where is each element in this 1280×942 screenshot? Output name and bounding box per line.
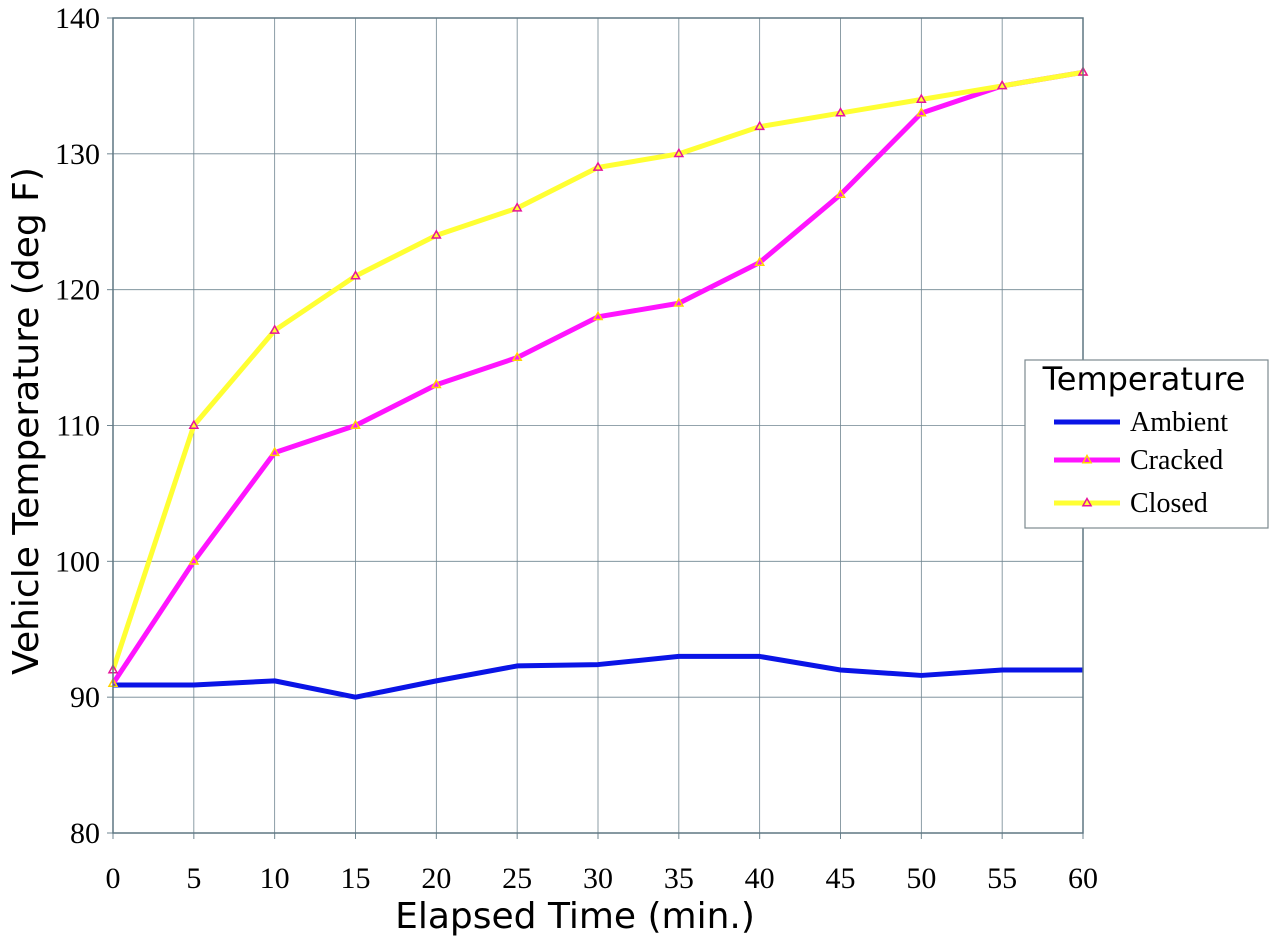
x-axis-title: Elapsed Time (min.) [395, 896, 755, 937]
series-closed-point [431, 229, 442, 239]
series-closed-point [350, 270, 361, 280]
legend-marker-closed [1081, 496, 1093, 507]
series-closed-point [996, 79, 1008, 90]
x-tick-label: 25 [502, 862, 532, 895]
series-group [107, 66, 1089, 700]
series-cracked-point [431, 378, 442, 389]
series-cracked-point [916, 107, 927, 117]
series-closed-point [511, 202, 523, 212]
series-cracked-line [110, 69, 1084, 685]
y-tick-label: 110 [56, 410, 100, 443]
x-tick-labels: 0 5 10 15 20 25 30 35 40 45 50 55 60 [106, 862, 1099, 895]
legend-label-cracked: Cracked [1130, 445, 1223, 476]
x-tick-label: 5 [186, 862, 201, 895]
series-cracked-point [673, 297, 685, 307]
legend-label-closed: Closed [1130, 488, 1208, 519]
y-tick-label: 80 [70, 817, 100, 850]
series-cracked-point [188, 555, 200, 565]
x-tick-label: 10 [260, 862, 290, 895]
x-tick-label: 35 [664, 862, 694, 895]
series-cracked-point [592, 310, 604, 321]
y-tick-label: 120 [55, 274, 100, 307]
series-ambient-line [113, 653, 1083, 700]
x-tick-label: 45 [826, 862, 856, 895]
y-axis-title: Vehicle Temperature (deg F) [6, 167, 47, 675]
legend-label-ambient: Ambient [1130, 407, 1228, 438]
y-tick-label: 100 [55, 545, 100, 578]
x-tick-label: 60 [1068, 862, 1098, 895]
series-cracked-point [350, 419, 361, 429]
series-closed-point [269, 324, 280, 334]
x-tick-label: 30 [583, 862, 613, 895]
legend: Temperature Ambient Cracked Closed [1024, 359, 1269, 529]
series-closed-line [110, 69, 1084, 671]
legend-title: Temperature [1042, 360, 1246, 398]
y-tick-label: 130 [55, 138, 100, 171]
x-tick-label: 55 [987, 862, 1017, 895]
x-tick-label: 50 [906, 862, 936, 895]
x-tick-label: 20 [421, 862, 451, 895]
series-closed-point [916, 93, 927, 103]
legend-box [1024, 359, 1269, 529]
legend-marker-cracked [1081, 453, 1093, 464]
x-tick-label: 15 [341, 862, 371, 895]
series-closed-point [188, 419, 200, 429]
x-tick-label: 40 [745, 862, 775, 895]
y-tick-label: 140 [55, 2, 100, 35]
y-tick-label: 90 [70, 681, 100, 714]
series-cracked-point [511, 351, 523, 362]
series-cracked-point [754, 256, 765, 266]
series-closed-point [835, 107, 846, 117]
y-tick-labels: 80 90 100 110 120 130 140 [55, 2, 100, 850]
x-tick-label: 0 [106, 862, 121, 895]
series-closed-point [673, 147, 685, 158]
series-closed-point [592, 161, 604, 171]
legend-items: Ambient Cracked Closed [1054, 407, 1228, 519]
series-cracked-point [269, 446, 280, 457]
series-cracked-point [835, 188, 846, 199]
series-closed-point [754, 120, 765, 131]
